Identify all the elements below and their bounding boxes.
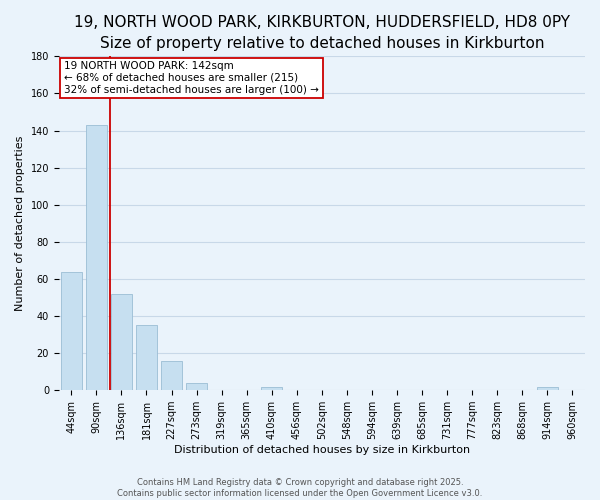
Bar bbox=[261, 386, 283, 390]
Bar bbox=[111, 294, 132, 390]
X-axis label: Distribution of detached houses by size in Kirkburton: Distribution of detached houses by size … bbox=[174, 445, 470, 455]
Bar bbox=[136, 326, 157, 390]
Text: 19 NORTH WOOD PARK: 142sqm
← 68% of detached houses are smaller (215)
32% of sem: 19 NORTH WOOD PARK: 142sqm ← 68% of deta… bbox=[64, 62, 319, 94]
Bar bbox=[537, 386, 558, 390]
Bar bbox=[61, 272, 82, 390]
Bar bbox=[186, 383, 207, 390]
Bar bbox=[161, 360, 182, 390]
Y-axis label: Number of detached properties: Number of detached properties bbox=[15, 136, 25, 311]
Text: Contains HM Land Registry data © Crown copyright and database right 2025.
Contai: Contains HM Land Registry data © Crown c… bbox=[118, 478, 482, 498]
Title: 19, NORTH WOOD PARK, KIRKBURTON, HUDDERSFIELD, HD8 0PY
Size of property relative: 19, NORTH WOOD PARK, KIRKBURTON, HUDDERS… bbox=[74, 15, 570, 51]
Bar bbox=[86, 125, 107, 390]
